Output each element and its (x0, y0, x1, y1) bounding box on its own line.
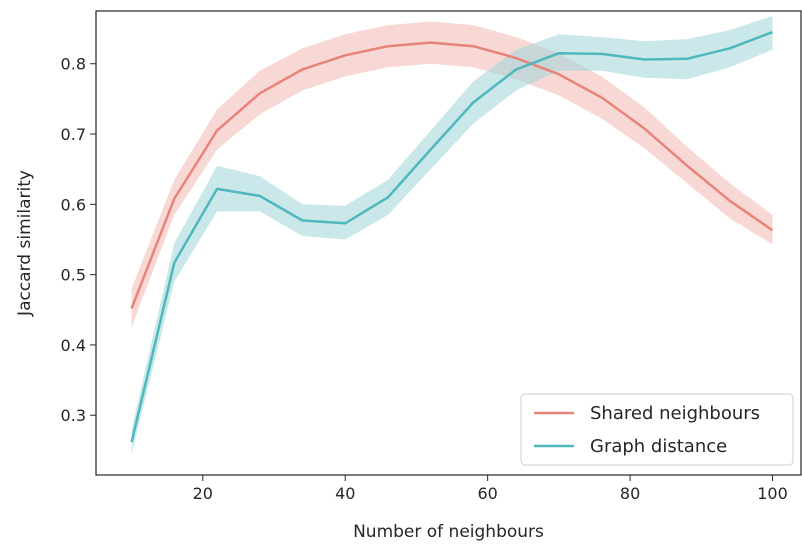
plot-frame (95, 10, 802, 476)
x-tick-label: 20 (193, 484, 213, 503)
confidence-bands (131, 15, 773, 454)
legend-box (520, 393, 794, 466)
x-tick-label: 60 (477, 484, 497, 503)
y-axis-label: Jaccard similarity (15, 170, 35, 317)
legend: Shared neighbours Graph distance (520, 393, 794, 466)
y-tick-label: 0.6 (61, 195, 86, 214)
band-shared-neighbours (131, 21, 773, 328)
y-tick-label: 0.7 (61, 125, 86, 144)
x-axis-ticks: 20 40 60 80 100 (193, 475, 788, 503)
x-tick-label: 40 (335, 484, 355, 503)
y-tick-label: 0.5 (61, 266, 86, 285)
legend-label-shared-neighbours: Shared neighbours (590, 403, 760, 424)
x-tick-label: 100 (757, 484, 788, 503)
y-tick-label: 0.4 (61, 336, 86, 355)
legend-label-graph-distance: Graph distance (590, 436, 727, 457)
series-lines (130, 30, 774, 443)
x-axis-label: Number of neighbours (353, 522, 544, 542)
band-graph-distance (131, 15, 773, 454)
y-axis-ticks: 0.3 0.4 0.5 0.6 0.7 0.8 (61, 55, 96, 425)
line-graph-distance (130, 30, 773, 443)
y-tick-label: 0.3 (61, 406, 86, 425)
line-shared-neighbours (130, 41, 774, 309)
y-tick-label: 0.8 (61, 55, 86, 74)
x-tick-label: 80 (620, 484, 640, 503)
